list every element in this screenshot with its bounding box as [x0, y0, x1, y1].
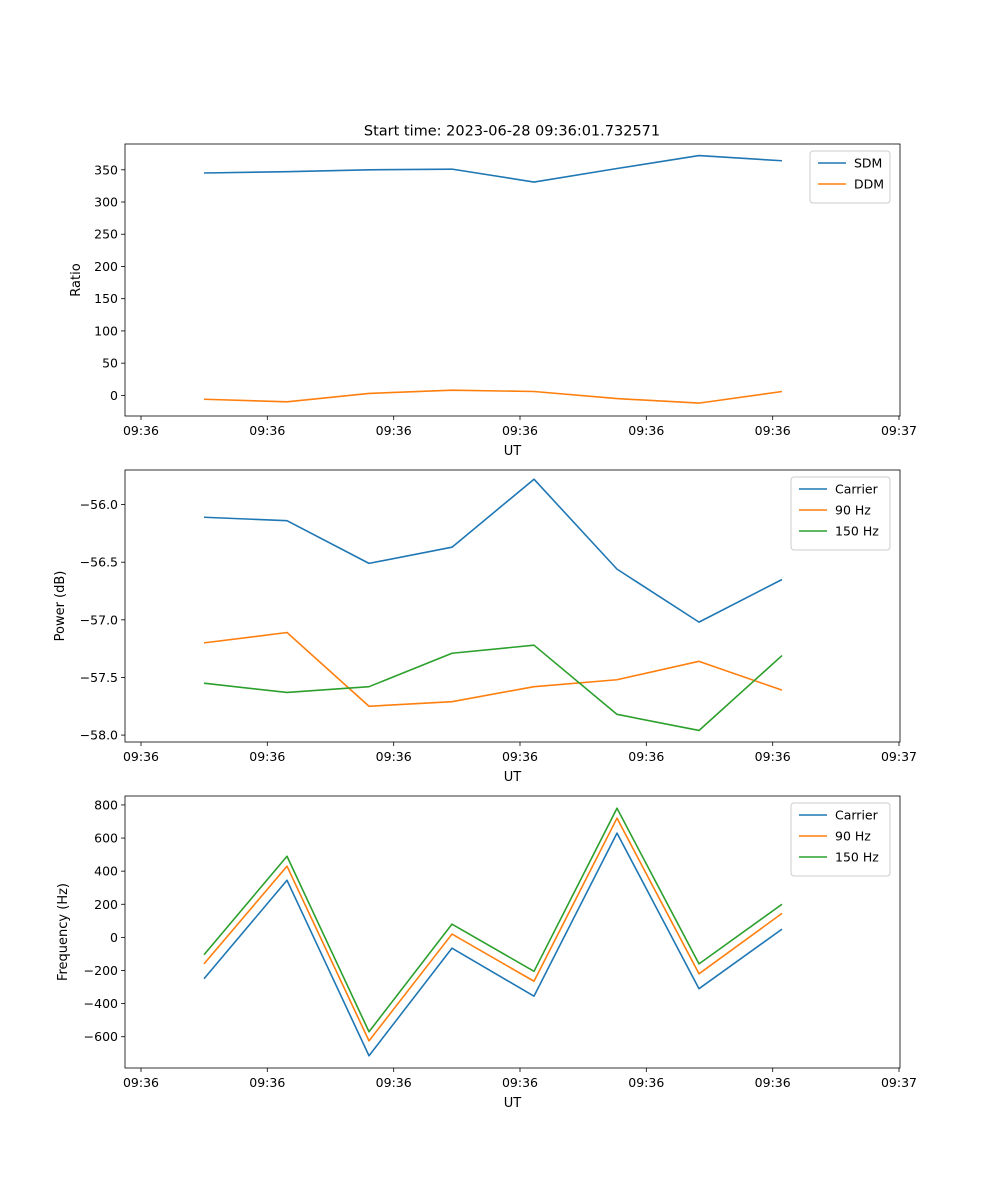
- y-tick-label: −56.5: [80, 555, 118, 570]
- y-tick-label: −400: [84, 996, 118, 1011]
- x-tick-label: 09:36: [123, 423, 159, 438]
- plot-frame: [124, 469, 901, 743]
- x-tick-label: 09:36: [249, 1075, 285, 1090]
- x-tick-label: 09:36: [755, 749, 791, 764]
- x-tick-label: 09:36: [502, 1075, 538, 1090]
- y-tick-label: 50: [102, 356, 118, 371]
- legend-label: Carrier: [835, 482, 879, 497]
- x-tick-label: 09:36: [123, 749, 159, 764]
- series-line-150-hz: [203, 807, 783, 1033]
- legend-box: [809, 150, 891, 204]
- series-line-sdm: [203, 154, 783, 183]
- y-tick-label: 0: [110, 930, 118, 945]
- y-tick-label: −56.0: [80, 497, 118, 512]
- series-line-90-hz: [203, 631, 783, 708]
- x-tick-label: 09:37: [881, 749, 917, 764]
- figure-title: Start time: 2023-06-28 09:36:01.732571: [364, 124, 660, 140]
- y-tick-label: 200: [94, 897, 118, 912]
- x-tick-label: 09:36: [249, 423, 285, 438]
- series-line-90-hz: [203, 817, 783, 1042]
- x-tick-label: 09:36: [123, 1075, 159, 1090]
- series-line-150-hz: [203, 644, 783, 732]
- y-tick-label: −58.0: [80, 728, 118, 743]
- x-tick-label: 09:37: [881, 1075, 917, 1090]
- y-axis-label: Power (dB): [53, 571, 68, 642]
- x-tick-label: 09:36: [628, 749, 664, 764]
- x-tick-label: 09:36: [376, 1075, 412, 1090]
- x-axis-label: UT: [504, 444, 522, 459]
- y-tick-label: −200: [84, 963, 118, 978]
- y-tick-label: 0: [110, 388, 118, 403]
- legend-label: 150 Hz: [835, 850, 879, 865]
- x-tick-label: 09:36: [502, 749, 538, 764]
- series-line-carrier: [203, 832, 783, 1057]
- series-line-ddm: [203, 389, 783, 404]
- legend-label: Carrier: [835, 808, 879, 823]
- y-tick-label: 600: [94, 831, 118, 846]
- x-axis-label: UT: [504, 1096, 522, 1111]
- plot-frame: [124, 795, 901, 1069]
- legend-label: 90 Hz: [835, 829, 871, 844]
- y-tick-label: −57.5: [80, 670, 118, 685]
- x-tick-label: 09:36: [502, 423, 538, 438]
- y-tick-label: 400: [94, 864, 118, 879]
- y-tick-label: −600: [84, 1029, 118, 1044]
- y-tick-label: 150: [94, 291, 118, 306]
- legend-label: 150 Hz: [835, 524, 879, 539]
- x-tick-label: 09:36: [249, 749, 285, 764]
- y-tick-label: 200: [94, 259, 118, 274]
- legend: Carrier 90 Hz 150 Hz: [790, 476, 891, 551]
- y-tick-label: 100: [94, 323, 118, 338]
- y-axis-label: Frequency (Hz): [56, 883, 71, 981]
- x-axis-label: UT: [504, 770, 522, 785]
- chart-panel-3: 09:36 09:36 09:36 09:36 09:36 09:36 09:37 −600 −…: [56, 795, 917, 1111]
- y-tick-label: 800: [94, 797, 118, 812]
- y-axis-label: Ratio: [69, 263, 84, 296]
- legend: Carrier 90 Hz 150 Hz: [790, 802, 891, 877]
- y-tick-label: 350: [94, 162, 118, 177]
- legend-label: SDM: [854, 156, 882, 171]
- x-tick-label: 09:36: [628, 1075, 664, 1090]
- y-tick-label: −57.0: [80, 612, 118, 627]
- x-tick-label: 09:36: [376, 749, 412, 764]
- chart-panel-1: 09:36 09:36 09:36 09:36 09:36 09:36 09:37 0 50 10…: [69, 143, 917, 459]
- x-tick-label: 09:37: [881, 423, 917, 438]
- x-tick-label: 09:36: [628, 423, 664, 438]
- y-tick-label: 300: [94, 195, 118, 210]
- plot-frame: [124, 143, 901, 417]
- x-tick-label: 09:36: [376, 423, 412, 438]
- charts-container: 09:36 09:36 09:36 09:36 09:36 09:36 09:37 0 50 10…: [53, 143, 917, 1111]
- legend: SDM DDM: [809, 150, 891, 204]
- x-tick-label: 09:36: [755, 423, 791, 438]
- y-tick-label: 250: [94, 227, 118, 242]
- x-tick-label: 09:36: [755, 1075, 791, 1090]
- series-line-carrier: [203, 478, 783, 623]
- legend-label: DDM: [854, 177, 884, 192]
- chart-panel-2: 09:36 09:36 09:36 09:36 09:36 09:36 09:37 −58.0…: [53, 469, 917, 785]
- legend-label: 90 Hz: [835, 503, 871, 518]
